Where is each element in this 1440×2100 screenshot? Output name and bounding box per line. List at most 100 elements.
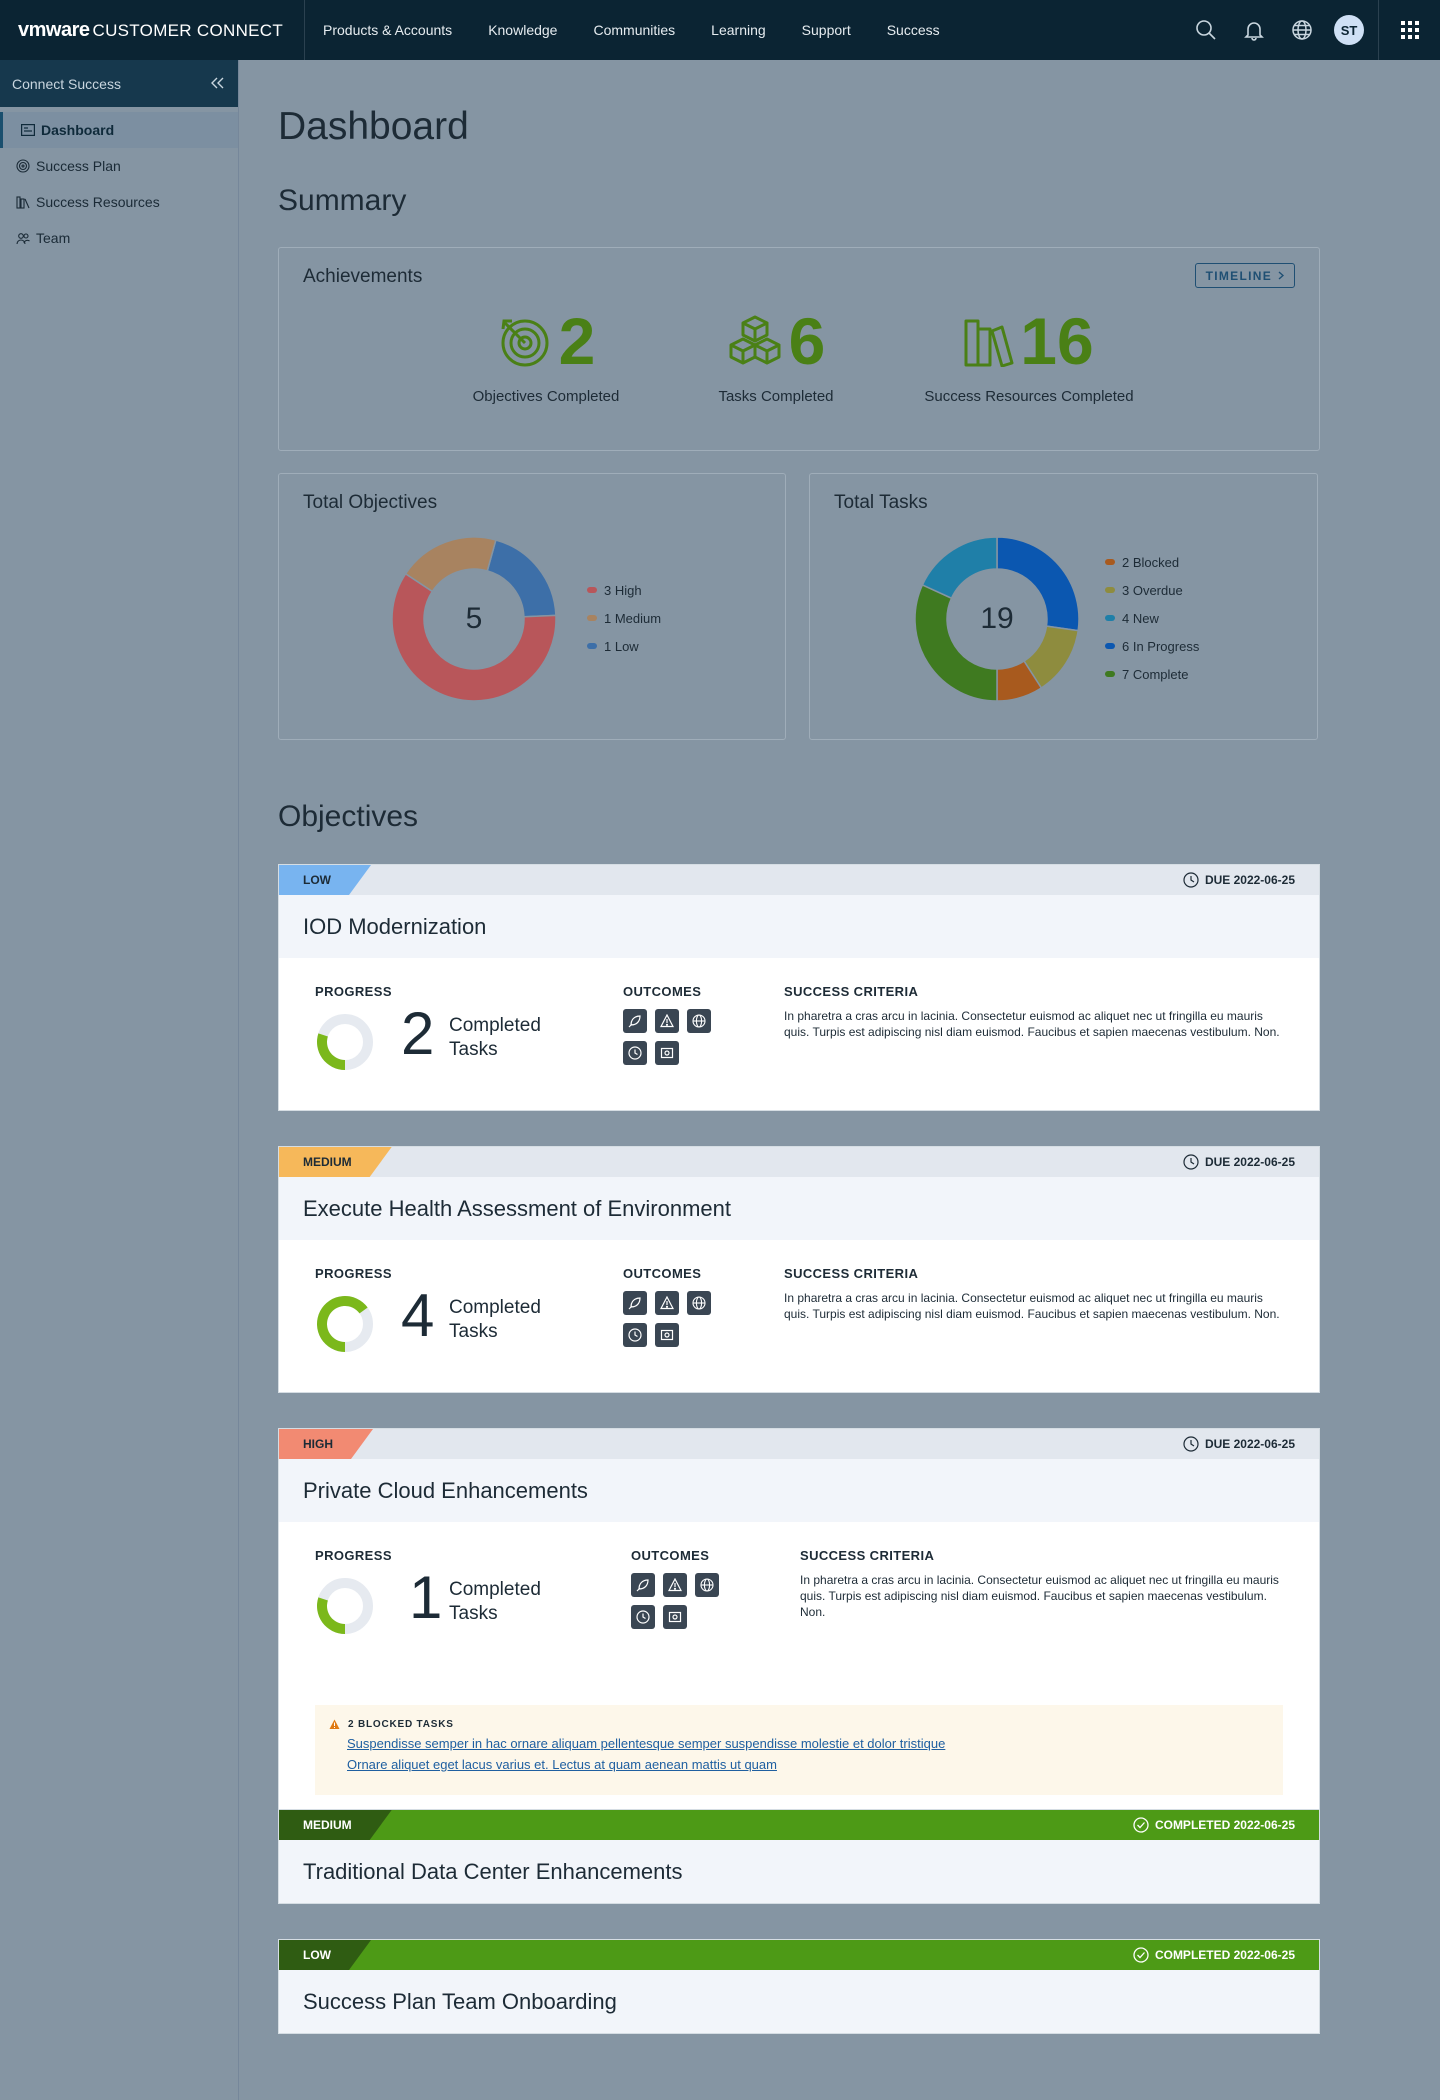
nav-link-learning[interactable]: Learning <box>711 22 766 38</box>
objective-title[interactable]: IOD Modernization <box>279 895 1319 958</box>
legend-item-medium: 1 Medium <box>587 604 661 632</box>
achievement-value: 16 <box>1020 304 1094 378</box>
legend-label: 1 Medium <box>604 610 662 626</box>
sidebar-item-label: Success Resources <box>36 194 160 210</box>
objectives-title: Objectives <box>278 800 419 833</box>
objectives-total: 5 <box>465 602 483 635</box>
objective-title[interactable]: Success Plan Team Onboarding <box>279 1970 1319 2033</box>
priority-tag: MEDIUM <box>279 1810 392 1840</box>
bell-icon[interactable] <box>1230 0 1278 60</box>
rocket-icon[interactable] <box>631 1573 655 1597</box>
progress-arc <box>317 1033 345 1070</box>
sidebar-item-success-plan[interactable]: Success Plan <box>0 148 238 184</box>
rocket-icon[interactable] <box>623 1291 647 1315</box>
objective-band: MEDIUM COMPLETED 2022-06-25 <box>279 1810 1319 1840</box>
legend-item-blocked: 2 Blocked <box>1105 548 1199 576</box>
objective-body: PROGRESS 4 Completed Tasks OUTCOMES SUCCE… <box>279 1240 1319 1392</box>
blocked-task-link[interactable]: Ornare aliquet eget lacus varius et. Lec… <box>347 1757 777 1772</box>
timeline-button[interactable]: TIMELINE <box>1194 263 1295 288</box>
money-icon[interactable] <box>655 1323 679 1347</box>
warning-icon[interactable] <box>663 1573 687 1597</box>
legend-swatch <box>587 615 597 621</box>
achievement-label: Objectives Completed <box>472 388 620 405</box>
apps-grid-icon[interactable] <box>1378 0 1440 60</box>
total-objectives-title: Total Objectives <box>303 492 438 513</box>
objective-title[interactable]: Execute Health Assessment of Environment <box>279 1177 1319 1240</box>
rocket-icon[interactable] <box>623 1009 647 1033</box>
target-icon <box>16 159 30 173</box>
sidebar-item-label: Dashboard <box>41 122 115 138</box>
globe-icon[interactable] <box>695 1573 719 1597</box>
donut-slice-high[interactable] <box>391 572 557 702</box>
warning-icon[interactable] <box>655 1291 679 1315</box>
sidebar-item-team[interactable]: Team <box>0 220 238 256</box>
globe-icon[interactable] <box>687 1009 711 1033</box>
achievement-value: 2 <box>558 304 596 378</box>
objective-title[interactable]: Traditional Data Center Enhancements <box>279 1840 1319 1903</box>
achievement-tasks: 6 Tasks Completed <box>691 306 861 405</box>
total-tasks-card: Total Tasks 19 2 Blocked 3 Overdue 4 New… <box>809 473 1318 740</box>
objective-title[interactable]: Private Cloud Enhancements <box>279 1459 1319 1522</box>
warning-icon[interactable] <box>655 1009 679 1033</box>
outcomes-grid <box>623 1009 711 1065</box>
priority-tag: HIGH <box>279 1429 373 1459</box>
clock-icon[interactable] <box>623 1323 647 1347</box>
due-label: DUE 2022-06-25 <box>1204 873 1295 887</box>
legend-label: 7 Complete <box>1122 666 1189 682</box>
nav-link-knowledge[interactable]: Knowledge <box>488 22 558 38</box>
dashboard-icon <box>21 124 35 136</box>
completed-count: 1 <box>409 1564 443 1631</box>
progress-label: PROGRESS <box>315 1548 392 1563</box>
completed-label: Completed <box>449 1015 541 1036</box>
summary-title: Summary <box>278 184 407 217</box>
clock-icon[interactable] <box>631 1605 655 1629</box>
nav-link-support[interactable]: Support <box>801 22 851 38</box>
objectives-legend: 3 High 1 Medium 1 Low <box>587 576 661 660</box>
blocked-tasks-title: 2 BLOCKED TASKS <box>348 1719 454 1730</box>
objective-card[interactable]: MEDIUM DUE 2022-06-25 Execute Health Ass… <box>278 1146 1320 1393</box>
blocked-task-link[interactable]: Suspendisse semper in hac ornare aliquam… <box>347 1736 946 1751</box>
outcomes-label: OUTCOMES <box>623 984 702 999</box>
objective-card[interactable]: LOW DUE 2022-06-25 IOD Modernization PRO… <box>278 864 1320 1111</box>
priority-tag: LOW <box>279 1940 371 1970</box>
search-icon[interactable] <box>1182 0 1230 60</box>
criteria-text: In pharetra a cras arcu in lacinia. Cons… <box>784 1291 1280 1321</box>
globe-icon[interactable] <box>1278 0 1326 60</box>
money-icon[interactable] <box>655 1041 679 1065</box>
clock-icon[interactable] <box>623 1041 647 1065</box>
completed-date: COMPLETED 2022-06-25 <box>1133 1810 1295 1840</box>
tasks-label: Tasks <box>449 1039 498 1060</box>
clock-icon <box>1183 1154 1199 1170</box>
nav-link-success[interactable]: Success <box>886 22 940 38</box>
collapse-icon[interactable] <box>210 76 224 92</box>
legend-swatch <box>1105 671 1115 677</box>
avatar[interactable]: ST <box>1334 15 1364 45</box>
sidebar-item-success-resources[interactable]: Success Resources <box>0 184 238 220</box>
legend-swatch <box>1105 643 1115 649</box>
due-date: DUE 2022-06-25 <box>1183 1147 1295 1177</box>
nav-actions: ST <box>1182 0 1440 60</box>
chevron-right-icon <box>1278 271 1284 280</box>
legend-swatch <box>1105 615 1115 621</box>
objective-card[interactable]: MEDIUM COMPLETED 2022-06-25 Traditional … <box>278 1809 1320 1904</box>
priority-tag: MEDIUM <box>279 1147 392 1177</box>
donut-slice-complete[interactable] <box>914 583 998 702</box>
priority-tag: LOW <box>279 865 371 895</box>
objective-card[interactable]: HIGH DUE 2022-06-25 Private Cloud Enhanc… <box>278 1428 1320 1812</box>
blocked-tasks-header: 2 BLOCKED TASKS <box>329 1719 1269 1730</box>
globe-icon[interactable] <box>687 1291 711 1315</box>
sidebar-item-dashboard[interactable]: Dashboard <box>0 112 238 148</box>
objective-card[interactable]: LOW COMPLETED 2022-06-25 Success Plan Te… <box>278 1939 1320 2034</box>
nav-link-products[interactable]: Products & Accounts <box>323 22 453 38</box>
money-icon[interactable] <box>663 1605 687 1629</box>
brand-logo[interactable]: vmware CUSTOMER CONNECT <box>0 0 305 60</box>
donut-slice-new[interactable] <box>921 536 998 600</box>
achievement-objectives: 2 Objectives Completed <box>461 306 631 405</box>
donut-slice-medium[interactable] <box>404 536 497 593</box>
progress-donut <box>317 1014 373 1070</box>
nav-link-communities[interactable]: Communities <box>593 22 676 38</box>
progress-arc <box>317 1296 368 1352</box>
criteria-text: In pharetra a cras arcu in lacinia. Cons… <box>800 1573 1279 1619</box>
sidebar-item-label: Team <box>36 230 71 246</box>
sidebar: Connect Success Dashboard Success Plan S… <box>0 60 239 2100</box>
